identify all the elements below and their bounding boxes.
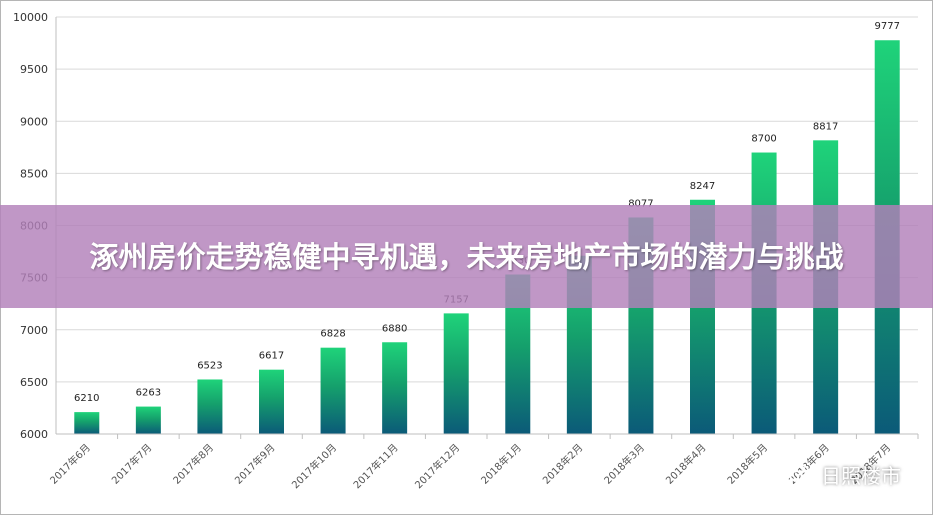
x-tick-label: 2017年10月 [289, 441, 339, 491]
x-tick-label: 2017年11月 [350, 441, 400, 491]
x-tick-label: 2017年7月 [109, 441, 155, 487]
data-label: 6210 [74, 393, 99, 404]
y-tick-label: 9000 [20, 115, 48, 128]
bar [382, 342, 408, 434]
data-label: 8817 [813, 121, 838, 132]
y-tick-label: 8500 [20, 167, 48, 180]
x-tick-label: 2017年12月 [412, 441, 462, 491]
data-label: 8247 [690, 181, 715, 192]
data-label: 6263 [136, 388, 161, 399]
y-tick-label: 6000 [20, 428, 48, 441]
bar [197, 379, 223, 434]
x-tick-label: 2018年5月 [724, 441, 770, 487]
bar [443, 313, 469, 434]
x-tick-label: 2018年2月 [540, 441, 586, 487]
data-label: 6880 [382, 323, 407, 334]
bar [259, 369, 284, 434]
headline-banner: 涿州房价走势稳健中寻机遇，未来房地产市场的潜力与挑战 [0, 205, 933, 308]
bar [74, 412, 100, 434]
y-tick-label: 9500 [20, 63, 48, 76]
data-label: 9777 [874, 21, 899, 32]
data-label: 6828 [320, 329, 345, 340]
watermark-text: 日照楼市 [821, 464, 901, 488]
x-tick-label: 2017年8月 [170, 441, 216, 487]
bar [320, 347, 346, 434]
headline-text: 涿州房价走势稳健中寻机遇，未来房地产市场的潜力与挑战 [89, 239, 844, 274]
bar [135, 406, 161, 434]
data-label: 8077 [628, 198, 653, 209]
x-tick-label: 2018年1月 [478, 441, 524, 487]
data-label: 6617 [259, 351, 284, 362]
y-tick-label: 10000 [13, 11, 48, 24]
x-tick-label: 2018年4月 [663, 441, 709, 487]
data-label: 6523 [197, 360, 222, 371]
x-tick-label: 2018年3月 [601, 441, 647, 487]
y-tick-label: 6500 [20, 376, 48, 389]
watermark: 日照楼市 [787, 460, 901, 489]
x-tick-label: 2017年9月 [232, 441, 278, 487]
x-tick-label: 2017年6月 [47, 441, 93, 487]
wechat-icon [788, 463, 815, 485]
y-tick-label: 7000 [20, 324, 48, 337]
data-label: 8700 [751, 134, 776, 145]
